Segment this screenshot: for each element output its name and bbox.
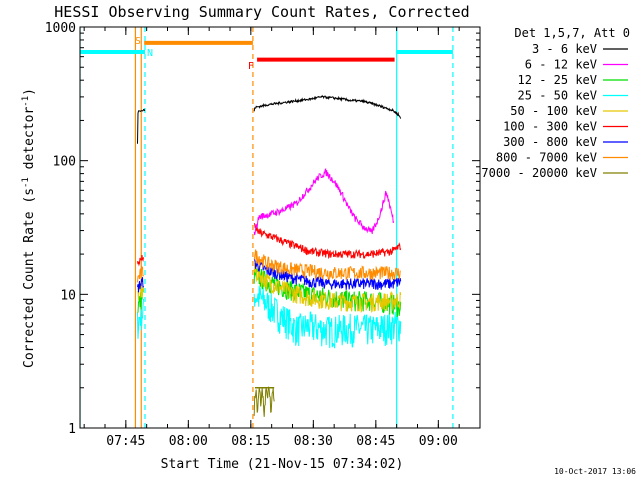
legend-label-7: 800 - 7000 keV xyxy=(496,151,597,165)
marker-f: F xyxy=(248,61,254,72)
plot-frame xyxy=(79,26,481,429)
series-3-segment-0 xyxy=(137,298,144,339)
legend-label-8: 7000 - 20000 keV xyxy=(481,166,597,180)
legend-label-0: 3 - 6 keV xyxy=(532,42,597,56)
y-axis-label-part1: Corrected Count Rate (s xyxy=(22,188,37,368)
series-0-segment-1 xyxy=(253,94,402,119)
legend-label-3: 25 - 50 keV xyxy=(518,89,597,103)
series-6-segment-0 xyxy=(137,277,144,293)
marker-s: S xyxy=(135,36,141,47)
series-5-segment-0 xyxy=(137,255,144,267)
axis-ticks: 1 10 100 1000 07:45 08:00 08:15 08:30 08:45 09:00 xyxy=(45,21,480,449)
legend-label-1: 6 - 12 keV xyxy=(525,58,597,72)
legend-label-2: 12 - 25 keV xyxy=(518,73,597,87)
series-4-segment-1 xyxy=(253,262,402,314)
y-axis-label-part3: ) xyxy=(22,88,37,96)
chart-title: HESSI Observing Summary Count Rates, Cor… xyxy=(54,3,469,21)
x-axis-label: Start Time (21-Nov-15 07:34:02) xyxy=(161,457,404,472)
x-tick-label-5: 09:00 xyxy=(419,434,458,449)
legend-label-6: 300 - 800 keV xyxy=(503,135,597,149)
x-tick-label-3: 08:30 xyxy=(294,434,333,449)
x-tick-label-1: 08:00 xyxy=(169,434,208,449)
y-tick-label-1: 10 xyxy=(60,288,76,303)
series-0-segment-0 xyxy=(137,108,146,144)
x-tick-label-2: 08:15 xyxy=(231,434,270,449)
series-1-segment-0 xyxy=(253,167,395,236)
series-3-segment-1 xyxy=(253,285,402,349)
plot-content xyxy=(80,27,454,428)
x-tick-label-4: 08:45 xyxy=(356,434,395,449)
series-8-segment-0 xyxy=(253,385,275,417)
marker-n: N xyxy=(147,48,153,59)
legend-label-5: 100 - 300 keV xyxy=(503,120,597,134)
y-axis-label-part2: detector xyxy=(22,107,37,178)
y-tick-label-2: 100 xyxy=(53,155,76,170)
x-tick-label-0: 07:45 xyxy=(106,434,145,449)
y-axis-label-sup2: -1 xyxy=(21,96,31,107)
series-5-segment-1 xyxy=(253,222,402,260)
series-7-segment-1 xyxy=(253,249,401,281)
legend-label-4: 50 - 100 keV xyxy=(510,104,597,118)
y-axis-label: Corrected Count Rate (s-1 detector-1) xyxy=(21,88,37,368)
y-tick-label-3: 1000 xyxy=(45,21,76,36)
legend-header: Det 1,5,7, Att 0 xyxy=(514,26,630,40)
series-7-segment-0 xyxy=(137,265,144,283)
y-tick-label-0: 1 xyxy=(68,422,76,437)
footer-timestamp: 10-Oct-2017 13:06 xyxy=(554,467,636,476)
y-axis-label-sup1: -1 xyxy=(21,177,31,188)
